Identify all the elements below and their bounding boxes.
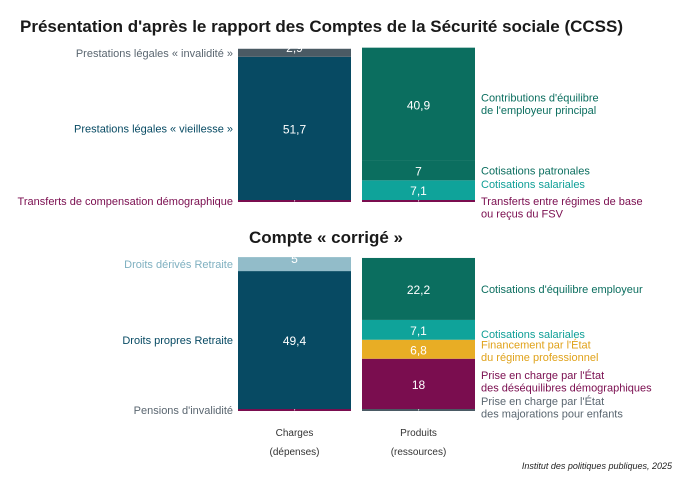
bar-segment (238, 48, 351, 57)
data-label: 40,9 (407, 98, 431, 112)
x-tick-label: Produits (400, 428, 437, 439)
segment-label: Prestations légales « invalidité » (76, 48, 233, 60)
segment-label: Prestations légales « vieillesse » (74, 123, 233, 135)
bar-segment (362, 358, 475, 409)
bar-segment (362, 339, 475, 359)
chart-title: Compte « corrigé » (249, 228, 403, 247)
bar-segment (238, 56, 351, 201)
data-label: 2,9 (286, 41, 303, 55)
data-label: 6,8 (410, 343, 427, 357)
bar-segment (362, 180, 475, 200)
segment-label: Cotisations salariales (481, 179, 585, 191)
x-tick-label: (dépenses) (269, 447, 319, 458)
bar-segment (362, 47, 475, 161)
data-label: 7 (415, 165, 422, 179)
bar-segment (362, 160, 475, 181)
bar-segment (238, 271, 351, 409)
segment-label: Droits dérivés Retraite (124, 259, 233, 271)
segment-label: Cotisations salariales (481, 329, 585, 341)
segment-label: Prise en charge par l'État des déséquilib… (481, 369, 652, 395)
chart-title: Présentation d'après le rapport des Comp… (20, 17, 623, 36)
bar-segment (362, 257, 475, 320)
data-label: 7,1 (410, 184, 427, 198)
bar-segment (362, 319, 475, 340)
segment-label: Cotisations d'équilibre employeur (481, 284, 643, 296)
bar-segment (238, 257, 351, 272)
bar-segment (362, 409, 475, 411)
bar-segment (362, 200, 475, 202)
x-tick-label: Charges (276, 428, 314, 439)
segment-label: Transferts entre régimes de base ou reçus… (481, 196, 643, 221)
bar-segment (238, 200, 351, 202)
data-label: 51,7 (283, 122, 307, 136)
segment-label: Transferts de compensation démographique (18, 196, 233, 208)
data-label: 18 (412, 378, 426, 392)
data-label: 5 (291, 252, 298, 266)
data-label: 22,2 (407, 283, 431, 297)
segment-label: Cotisations patronales (481, 166, 590, 178)
data-label: 7,1 (410, 324, 427, 338)
segment-label: Droits propres Retraite (122, 335, 233, 347)
bar-segment (238, 409, 351, 411)
data-label: 49,4 (283, 334, 307, 348)
segment-label: Contributions d'équilibre de l'employeur … (481, 92, 599, 117)
segment-label: Pensions d'invalidité (134, 405, 233, 417)
x-tick-label: (ressources) (391, 447, 447, 458)
segment-label: Financement par l'État du régime professi… (481, 338, 598, 364)
segment-label: Prise en charge par l'État des majoration… (481, 395, 623, 421)
source-note: Institut des politiques publiques, 2025 (522, 461, 673, 471)
